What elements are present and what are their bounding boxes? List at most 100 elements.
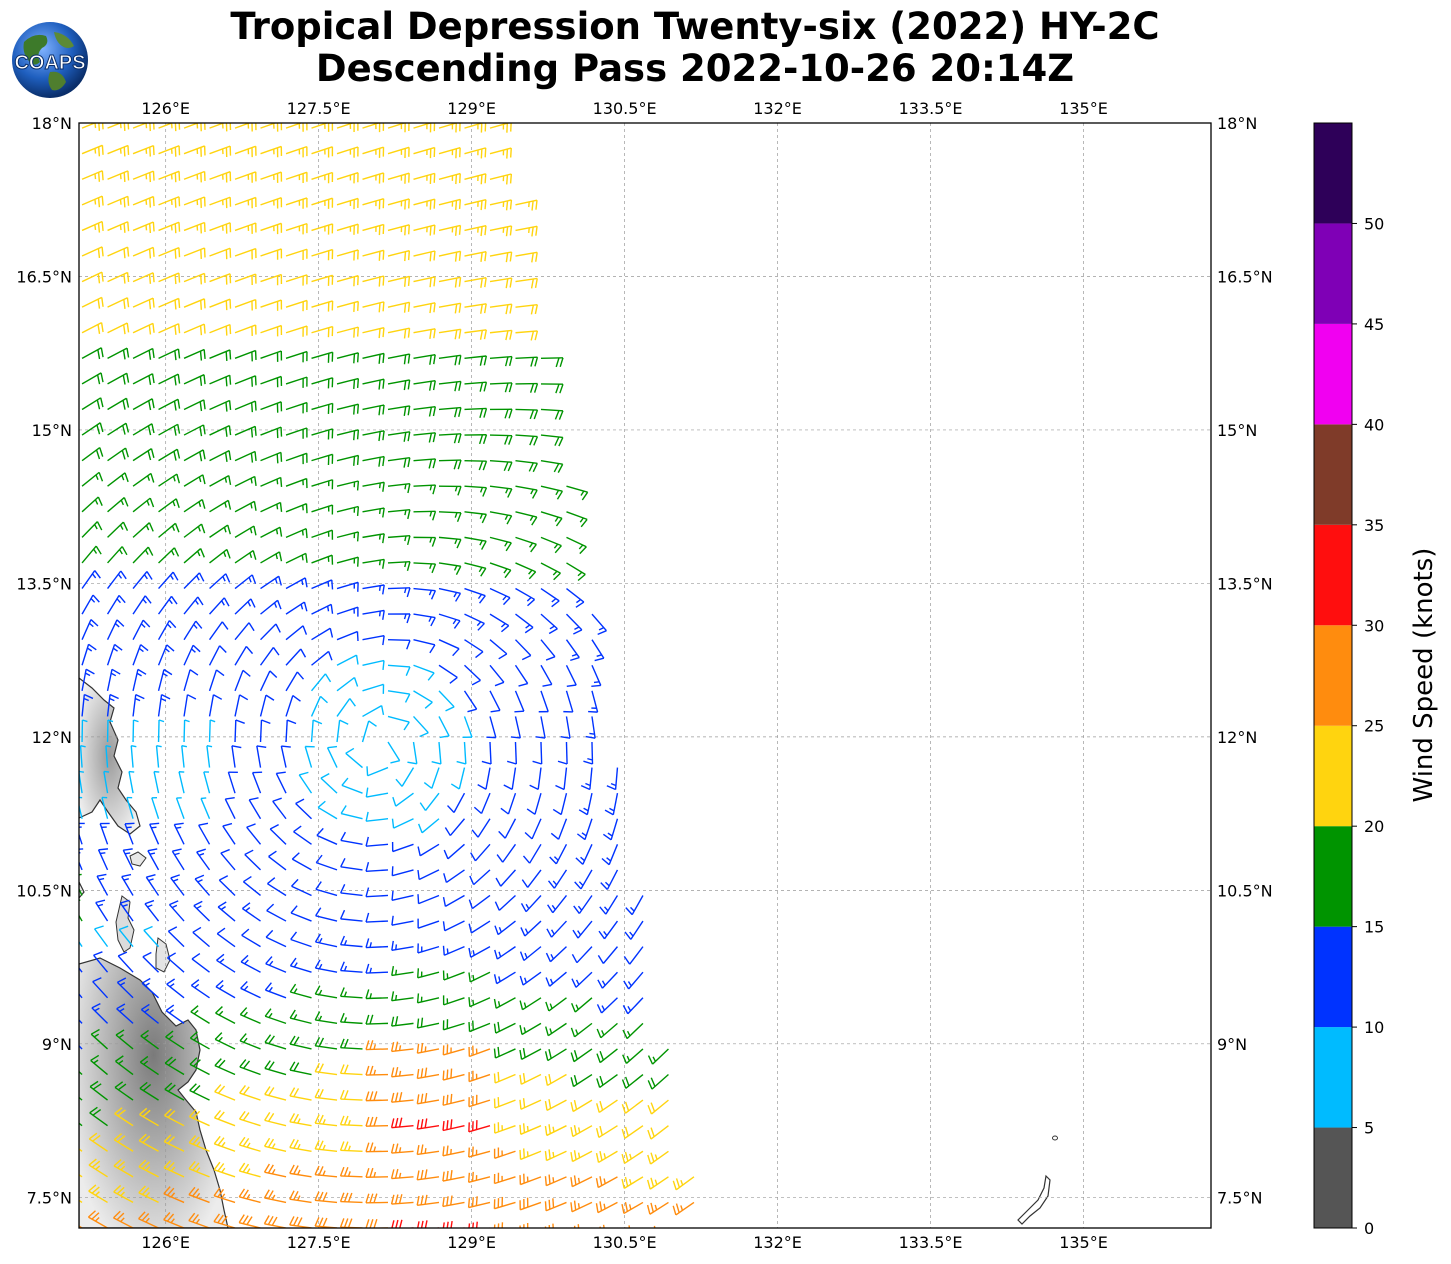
wind-barb bbox=[138, 1211, 159, 1228]
wind-barb bbox=[81, 372, 104, 385]
wind-barb bbox=[183, 523, 206, 538]
x-tick-label-bottom: 132°E bbox=[753, 1233, 802, 1252]
wind-barb bbox=[106, 719, 114, 743]
wind-barb bbox=[290, 905, 312, 922]
wind-barb bbox=[606, 767, 619, 791]
wind-barb bbox=[493, 997, 516, 1009]
wind-barb bbox=[81, 570, 101, 589]
x-tick-label-bottom: 133.5°E bbox=[899, 1233, 963, 1252]
wind-barb bbox=[365, 989, 389, 1000]
wind-barb bbox=[570, 1200, 593, 1213]
wind-barb bbox=[417, 843, 440, 857]
wind-barb bbox=[107, 297, 130, 309]
wind-barb bbox=[570, 1099, 593, 1113]
wind-barb bbox=[464, 381, 488, 392]
wind-barb bbox=[289, 1113, 312, 1127]
wind-barb bbox=[285, 197, 308, 209]
wind-barb bbox=[238, 1136, 261, 1152]
wind-barb bbox=[450, 767, 466, 790]
wind-barb bbox=[81, 322, 104, 334]
wind-barb bbox=[222, 822, 236, 845]
x-tick-label-bottom: 130.5°E bbox=[593, 1233, 657, 1252]
wind-barb bbox=[438, 380, 462, 392]
wind-barb bbox=[170, 874, 185, 896]
wind-barb bbox=[198, 822, 211, 845]
wind-barb bbox=[311, 300, 334, 312]
wind-barb bbox=[489, 382, 513, 393]
wind-barb bbox=[339, 1038, 363, 1050]
wind-barb bbox=[310, 695, 328, 717]
wind-barb bbox=[285, 222, 308, 235]
wind-barb bbox=[209, 247, 232, 260]
wind-barb bbox=[545, 946, 567, 963]
wind-barb bbox=[314, 933, 338, 948]
wind-barb bbox=[591, 664, 602, 687]
wind-barb bbox=[438, 536, 462, 549]
wind-barb bbox=[311, 223, 334, 235]
wind-barb bbox=[264, 982, 287, 999]
wind-barb bbox=[314, 1011, 338, 1025]
wind-barb bbox=[489, 408, 513, 419]
wind-barb bbox=[234, 500, 257, 513]
wind-barb bbox=[468, 1020, 491, 1033]
wind-barb bbox=[493, 1021, 516, 1034]
wind-barb bbox=[438, 587, 462, 602]
wind-barb bbox=[285, 427, 308, 439]
wind-barb bbox=[285, 376, 308, 388]
wind-barb bbox=[314, 1191, 338, 1204]
wind-barb bbox=[438, 328, 462, 340]
wind-barb bbox=[489, 664, 505, 687]
wind-barb bbox=[340, 831, 363, 846]
wind-barb bbox=[234, 669, 251, 692]
wind-barb bbox=[391, 818, 414, 829]
wind-barb bbox=[241, 902, 261, 922]
wind-barb bbox=[140, 1003, 159, 1024]
wind-barb bbox=[188, 1109, 210, 1127]
wind-barb bbox=[260, 575, 282, 590]
wind-barb bbox=[158, 348, 181, 361]
wind-barb bbox=[413, 458, 437, 469]
wind-barb bbox=[163, 1186, 185, 1204]
wind-barb bbox=[311, 402, 334, 414]
wind-barb bbox=[413, 250, 436, 262]
wind-barb bbox=[289, 1061, 312, 1076]
wind-barb bbox=[164, 1108, 185, 1127]
wind-barb bbox=[515, 562, 537, 580]
wind-barb bbox=[183, 323, 206, 336]
wind-barb bbox=[413, 406, 437, 417]
wind-barb bbox=[339, 1141, 363, 1152]
wind-barb bbox=[113, 1133, 134, 1152]
wind-barb bbox=[118, 925, 134, 948]
wind-barb bbox=[622, 1048, 644, 1064]
wind-barb bbox=[264, 1137, 287, 1152]
wind-barb bbox=[81, 271, 104, 284]
land-palau-islet bbox=[1052, 1135, 1058, 1141]
wind-barb bbox=[81, 496, 103, 513]
wind-barb bbox=[520, 920, 542, 937]
wind-barb bbox=[114, 1107, 134, 1127]
wind-barb bbox=[438, 172, 461, 185]
wind-barb bbox=[515, 485, 538, 499]
wind-barb bbox=[289, 1190, 312, 1204]
wind-barb bbox=[647, 1074, 669, 1090]
wind-barb bbox=[285, 401, 308, 414]
wind-barb bbox=[365, 1040, 389, 1051]
wind-barb bbox=[672, 1201, 695, 1216]
wind-barb bbox=[158, 448, 181, 462]
wind-barb bbox=[413, 587, 437, 600]
wind-barb bbox=[489, 587, 511, 606]
wind-barb bbox=[387, 587, 411, 598]
wind-barb bbox=[320, 773, 338, 794]
wind-barb bbox=[183, 498, 206, 513]
wind-barb bbox=[416, 1144, 440, 1156]
wind-barb bbox=[264, 1086, 287, 1101]
wind-barb bbox=[387, 301, 411, 313]
wind-barb bbox=[260, 350, 283, 362]
wind-barb bbox=[362, 249, 385, 261]
wind-barb bbox=[595, 1201, 618, 1214]
wind-barb bbox=[214, 1032, 236, 1050]
wind-barb bbox=[365, 787, 389, 798]
wind-barb bbox=[99, 822, 110, 845]
wind-barb bbox=[471, 818, 491, 838]
wind-barb bbox=[646, 1176, 669, 1190]
